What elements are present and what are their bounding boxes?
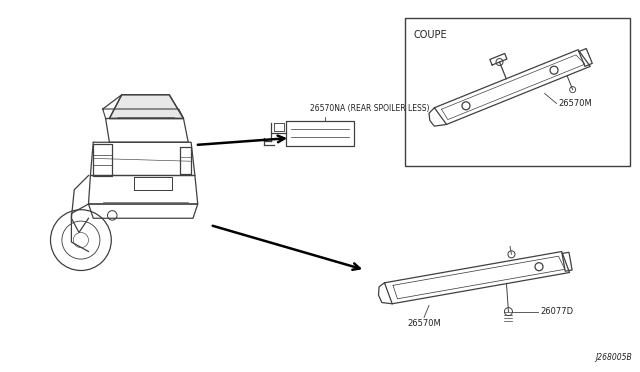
Text: 26077D: 26077D	[540, 307, 573, 316]
Text: 26570M: 26570M	[407, 320, 441, 328]
Text: 26570M: 26570M	[559, 99, 592, 108]
Polygon shape	[109, 95, 184, 119]
Bar	[405, 18, 630, 166]
Text: J268005B: J268005B	[595, 353, 632, 362]
Text: COUPE: COUPE	[413, 30, 447, 40]
Text: 26570NA (REAR SPOILER LESS): 26570NA (REAR SPOILER LESS)	[310, 104, 429, 113]
